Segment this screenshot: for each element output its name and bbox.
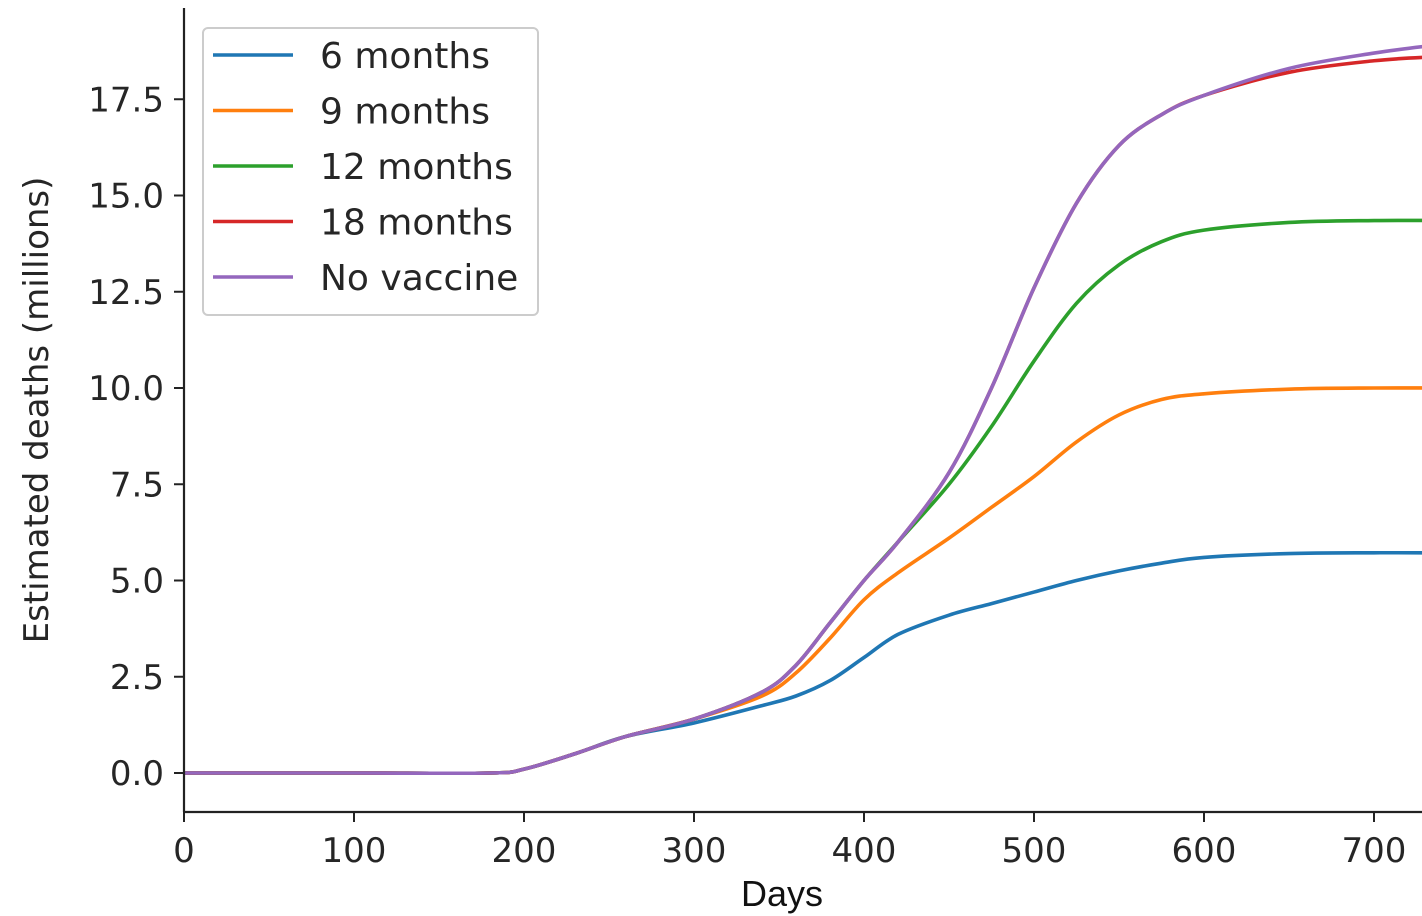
y-axis-title: Estimated deaths (millions) [17,177,57,644]
x-tick-label: 300 [662,831,727,871]
legend-entry-label: 12 months [320,147,513,188]
x-tick-label: 700 [1342,831,1407,871]
y-tick-label: 15.0 [88,177,164,217]
series-line-6-months [184,550,1422,776]
y-tick-label: 7.5 [110,465,164,505]
x-tick-label: 400 [832,831,897,871]
x-tick-label: 100 [322,831,387,871]
series-line-no-vaccine [184,44,1422,776]
x-axis-title: Days [741,873,823,914]
y-tick-label: 0.0 [110,754,164,794]
y-tick-label: 10.0 [88,369,164,409]
legend: 6 months 9 months 12 months 18 months No vac… [202,27,539,316]
x-tick-label: 500 [1002,831,1067,871]
legend-entry-label: 9 months [320,92,490,133]
legend-entry-label: No vaccine [320,258,518,299]
legend-entry-label: 6 months [320,36,490,77]
series-line-9-months [184,386,1422,776]
x-tick-label: 600 [1172,831,1237,871]
y-tick-label: 2.5 [110,658,164,698]
legend-box [202,27,539,316]
y-tick-label: 17.5 [88,80,164,120]
y-tick-label: 5.0 [110,562,164,602]
legend-entry-label: 18 months [320,203,513,244]
y-tick-label: 12.5 [88,273,164,313]
x-tick-label: 0 [173,831,195,871]
x-tick-label: 200 [492,831,557,871]
